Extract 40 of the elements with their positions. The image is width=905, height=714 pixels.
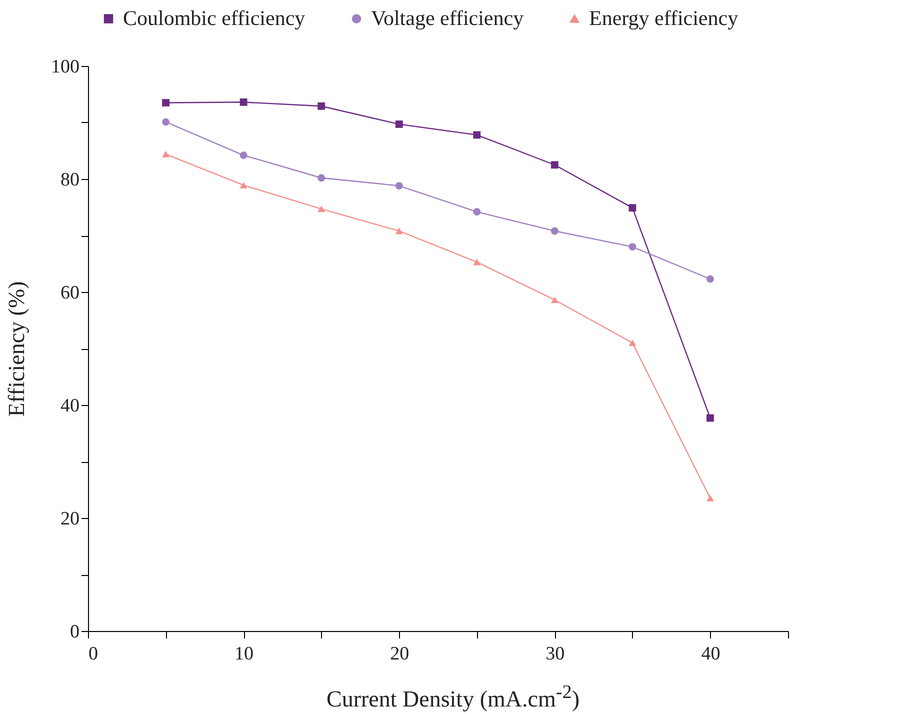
y-tick-label: 40 [60,396,80,416]
point [318,206,326,212]
point [550,296,558,304]
point [318,174,326,182]
point [240,182,248,188]
point [473,131,481,139]
x-tick-label: 10 [234,644,254,664]
point [628,204,636,212]
point [473,258,481,266]
point [628,340,636,346]
y-tick-label: 20 [60,508,80,530]
legend-label: Coulombic efficiency [123,6,306,30]
point [706,495,714,502]
x-tick-label: 0 [88,644,98,664]
y-tick-label: 100 [51,56,80,78]
point [550,227,558,235]
point [162,99,170,106]
point [240,152,248,159]
point [162,118,170,126]
y-tick-label: 60 [60,282,80,304]
point [628,243,636,250]
point [240,98,248,106]
x-tick-label: 30 [546,644,565,664]
point [318,102,326,110]
point [706,414,714,422]
point [395,182,403,190]
point [395,120,403,128]
y-tick-label: 0 [70,622,80,642]
point [162,150,170,158]
x-tick-label: 40 [701,644,720,664]
point [473,208,481,216]
y-axis-title: Efficiency (%) [4,281,29,417]
x-tick-label: 20 [390,644,410,664]
x-axis-title: Current Density (mA.cm$^{-2}$) [326,682,580,713]
point [706,275,714,283]
point [550,161,558,169]
legend-label: Energy efficiency [589,6,739,30]
legend-label: Voltage efficiency [371,6,524,30]
point [395,228,403,234]
y-tick-label: 80 [60,170,80,190]
